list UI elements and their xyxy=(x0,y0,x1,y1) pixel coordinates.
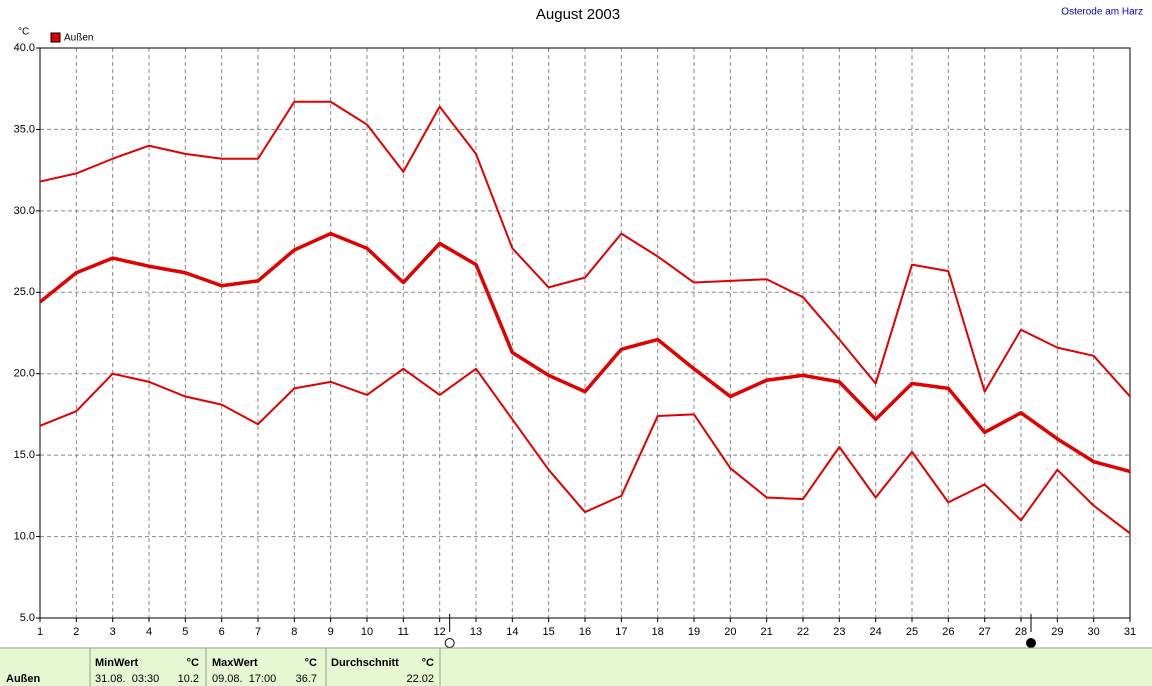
min-header: MinWert xyxy=(95,657,139,669)
y-tick-label: 20.0 xyxy=(14,368,35,380)
x-tick-label: 24 xyxy=(870,626,882,638)
x-tick-label: 3 xyxy=(110,626,116,638)
max-time: 09.08. 17:00 xyxy=(212,673,276,685)
max-unit: °C xyxy=(305,657,317,669)
x-tick-label: 6 xyxy=(219,626,225,638)
x-tick-label: 25 xyxy=(906,626,918,638)
x-tick-label: 14 xyxy=(506,626,518,638)
x-tick-label: 18 xyxy=(652,626,664,638)
min-value: 10.2 xyxy=(178,673,199,685)
x-tick-label: 28 xyxy=(1015,626,1027,638)
y-tick-label: 25.0 xyxy=(14,286,35,298)
x-tick-label: 10 xyxy=(361,626,373,638)
min-time: 31.08. 03:30 xyxy=(95,673,159,685)
legend-label: Außen xyxy=(64,33,93,44)
x-tick-label: 9 xyxy=(328,626,334,638)
moon-marker xyxy=(444,638,455,648)
x-tick-label: 4 xyxy=(146,626,152,638)
location: Osterode am Harz xyxy=(1061,7,1143,18)
avg-unit: °C xyxy=(422,657,434,669)
max-value: 36.7 xyxy=(296,673,317,685)
x-tick-label: 27 xyxy=(979,626,991,638)
min-unit: °C xyxy=(187,657,199,669)
x-tick-label: 26 xyxy=(942,626,954,638)
y-unit: °C xyxy=(18,27,29,38)
x-tick-label: 11 xyxy=(398,626,409,638)
x-tick-label: 19 xyxy=(688,626,700,638)
y-tick-label: 40.0 xyxy=(14,42,35,54)
row-label: Außen xyxy=(6,673,41,685)
y-tick-label: 35.0 xyxy=(14,123,35,135)
max-header: MaxWert xyxy=(212,657,258,669)
x-tick-label: 5 xyxy=(182,626,188,638)
x-tick-label: 30 xyxy=(1088,626,1100,638)
x-tick-label: 20 xyxy=(724,626,736,638)
x-tick-label: 13 xyxy=(470,626,482,638)
x-tick-label: 23 xyxy=(833,626,845,638)
x-tick-label: 17 xyxy=(615,626,627,638)
series-line xyxy=(38,231,1131,474)
x-tick-label: 1 xyxy=(37,626,43,638)
y-tick-label: 10.0 xyxy=(14,530,35,542)
avg-value: 22.02 xyxy=(406,673,434,685)
x-tick-label: 31 xyxy=(1124,626,1136,638)
series-line xyxy=(39,367,1131,535)
x-tick-label: 21 xyxy=(761,626,773,638)
x-tick-label: 7 xyxy=(255,626,261,638)
y-tick-label: 15.0 xyxy=(14,449,35,461)
moon-marker xyxy=(1026,638,1036,648)
x-tick-label: 8 xyxy=(291,626,297,638)
summary-panel xyxy=(0,648,1152,686)
legend-swatch xyxy=(50,32,61,43)
x-tick-label: 16 xyxy=(579,626,591,638)
x-tick-label: 22 xyxy=(797,626,809,638)
chart-title: August 2003 xyxy=(536,6,620,23)
x-tick-label: 2 xyxy=(73,626,79,638)
y-tick-label: 5.0 xyxy=(20,612,35,624)
x-tick-label: 15 xyxy=(543,626,555,638)
avg-header: Durchschnitt xyxy=(331,657,399,669)
series-line xyxy=(39,100,1131,398)
x-tick-label: 12 xyxy=(434,626,446,638)
y-tick-label: 30.0 xyxy=(14,205,35,217)
x-tick-label: 29 xyxy=(1051,626,1063,638)
plot-frame xyxy=(39,47,1131,619)
